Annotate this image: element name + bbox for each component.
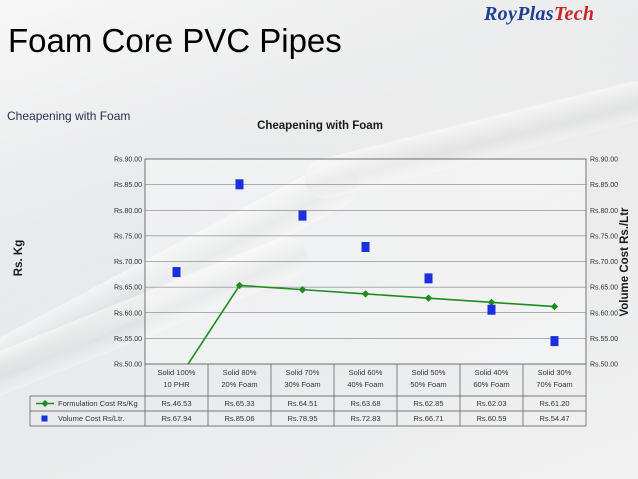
category-label: 70% Foam <box>536 380 572 389</box>
category-label: 50% Foam <box>410 380 446 389</box>
y-tick-label: Rs.60.00 <box>114 310 142 317</box>
y2-tick-label: Rs.75.00 <box>590 233 618 240</box>
category-label: Solid 100% <box>158 368 196 377</box>
data-table-value: Rs.54.47 <box>539 414 569 423</box>
category-label: 10 PHR <box>163 380 190 389</box>
data-point <box>361 241 370 252</box>
y-tick-label: Rs.70.00 <box>114 259 142 266</box>
data-table-value: Rs.46.53 <box>161 399 191 408</box>
y2-tick-label: Rs.55.00 <box>590 336 618 343</box>
category-label: 20% Foam <box>221 380 257 389</box>
data-point <box>235 281 244 290</box>
data-table-value: Rs.62.85 <box>413 399 443 408</box>
data-table-value: Rs.72.83 <box>350 414 380 423</box>
category-label: Solid 50% <box>412 368 446 377</box>
y-tick-label: Rs.80.00 <box>114 208 142 215</box>
y2-tick-label: Rs.80.00 <box>590 208 618 215</box>
legend-entry: Volume Cost Rs/Ltr. <box>58 414 124 423</box>
legend-key-marker <box>41 415 48 422</box>
data-table-value: Rs.64.51 <box>287 399 317 408</box>
data-point <box>298 210 307 221</box>
data-table-value: Rs.61.20 <box>539 399 569 408</box>
category-label: Solid 60% <box>349 368 383 377</box>
category-label: 60% Foam <box>473 380 509 389</box>
data-point <box>172 267 181 278</box>
y2-tick-label: Rs.85.00 <box>590 182 618 189</box>
category-label: Solid 80% <box>223 368 257 377</box>
data-table-value: Rs.62.03 <box>476 399 506 408</box>
category-label: Solid 40% <box>475 368 509 377</box>
y-tick-label: Rs.90.00 <box>114 157 142 164</box>
data-table-value: Rs.85.06 <box>224 414 254 423</box>
data-point <box>424 273 433 284</box>
legend-entry: Formulation Cost Rs/Kg <box>58 399 138 408</box>
y-tick-label: Rs.50.00 <box>114 362 142 369</box>
data-table-value: Rs.66.71 <box>413 414 443 423</box>
data-point <box>298 285 307 294</box>
y2-tick-label: Rs.65.00 <box>590 285 618 292</box>
data-table-value: Rs.67.94 <box>161 414 191 423</box>
chart-title: Cheapening with Foam <box>257 120 383 132</box>
y2-axis-label: Volume Cost Rs./Ltr <box>619 207 631 317</box>
series-group <box>172 179 559 364</box>
page-title: Foam Core PVC Pipes <box>8 22 342 59</box>
y-tick-label: Rs.85.00 <box>114 182 142 189</box>
data-point <box>235 179 244 190</box>
category-label: Solid 30% <box>538 368 572 377</box>
y2-tick-label: Rs.60.00 <box>590 310 618 317</box>
data-table-value: Rs.78.95 <box>287 414 317 423</box>
data-point <box>550 336 559 347</box>
chart-caption: Cheapening with Foam <box>7 109 131 123</box>
legend-key-marker <box>41 399 49 408</box>
y2-tick-label: Rs.90.00 <box>590 157 618 164</box>
data-point <box>487 304 496 315</box>
y-tick-label: Rs.55.00 <box>114 336 142 343</box>
brand-logo: RoyPlasTech <box>484 3 595 25</box>
y2-tick-label: Rs.50.00 <box>590 362 618 369</box>
data-table-value: Rs.65.33 <box>224 399 254 408</box>
category-label: Solid 70% <box>286 368 320 377</box>
data-point <box>361 290 370 298</box>
y2-tick-label: Rs.70.00 <box>590 259 618 266</box>
data-table-value: Rs.60.59 <box>476 414 506 423</box>
data-table-value: Rs.63.68 <box>350 399 380 408</box>
y-tick-label: Rs.65.00 <box>114 285 142 292</box>
y-axis-label: Rs. Kg <box>13 240 25 276</box>
data-point <box>424 294 433 302</box>
category-label: 40% Foam <box>347 380 383 389</box>
y-tick-label: Rs.75.00 <box>114 233 142 240</box>
category-label: 30% Foam <box>284 380 320 389</box>
data-point <box>550 302 559 311</box>
data-point <box>487 298 496 307</box>
